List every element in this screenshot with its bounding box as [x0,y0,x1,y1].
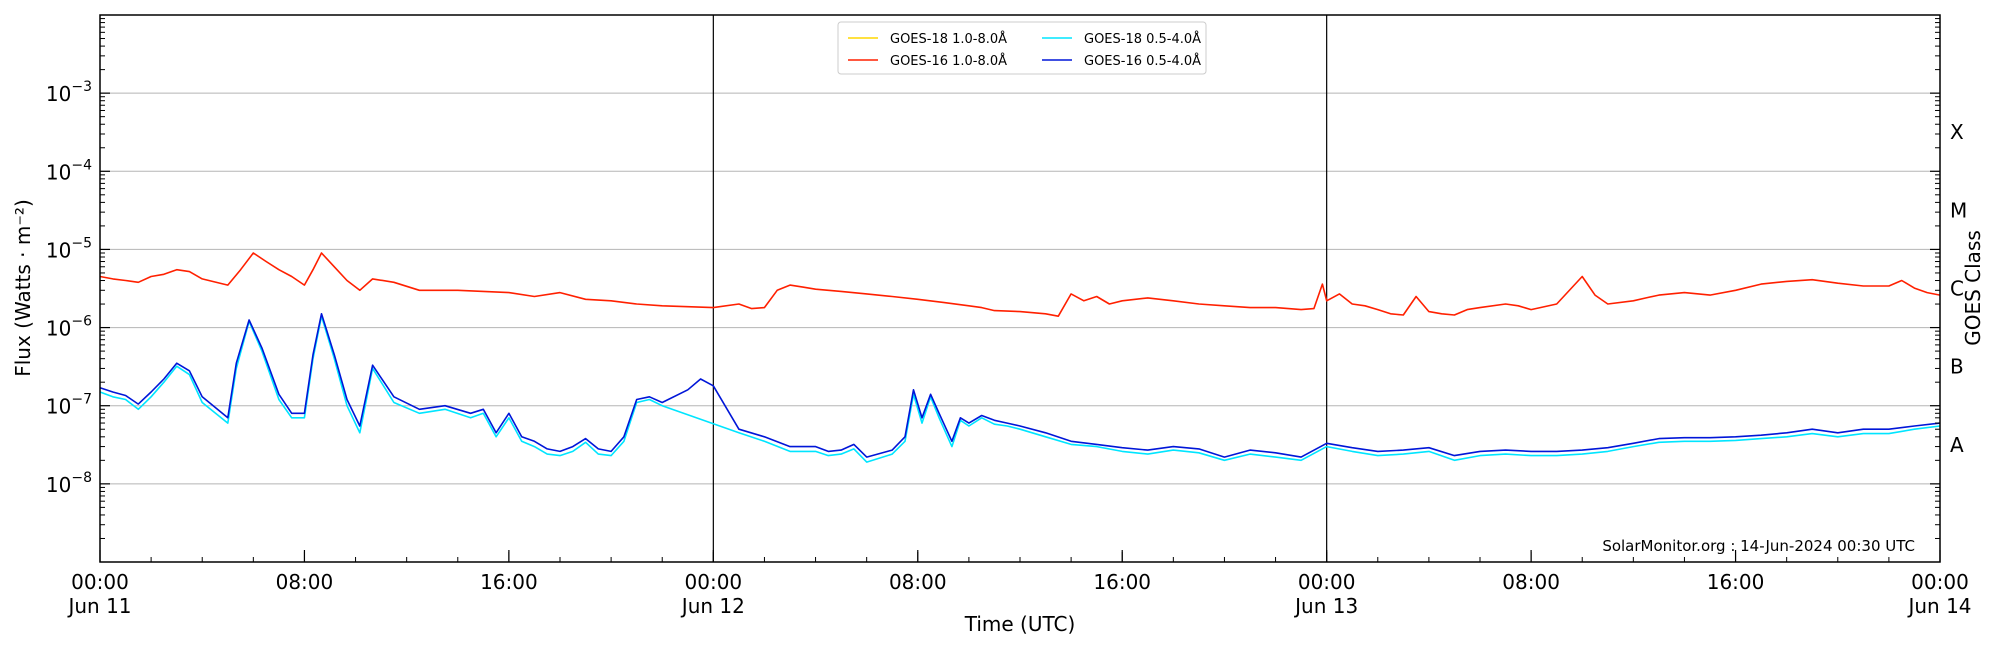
x-tick-label: 00:00 [685,570,743,594]
y-tick-label: 10−6 [46,314,92,341]
x-tick-date-label: Jun 13 [1293,594,1358,618]
x-tick-label: 00:00 [1298,570,1356,594]
y-tick-label: 10−8 [46,470,92,497]
y-tick-label: 10−5 [46,235,92,262]
goes-class-letter: X [1950,120,1964,144]
x-tick-label: 16:00 [480,570,538,594]
y-tick-label: 10−4 [46,157,92,184]
x-tick-label: 16:00 [1707,570,1765,594]
x-tick-date-label: Jun 14 [1906,594,1971,618]
legend-label: GOES-18 0.5-4.0Å [1084,31,1201,47]
y-tick-label: 10−7 [46,392,92,419]
x-tick-date-label: Jun 12 [680,594,745,618]
legend-label: GOES-18 1.0-8.0Å [890,31,1007,47]
flux-series [99,252,1941,463]
plot-frame [99,14,1941,563]
goes-class-letter: A [1950,433,1964,457]
goes-class-letter: M [1950,198,1967,222]
x-tick-label: 08:00 [889,570,947,594]
goes-class-letter: C [1950,277,1964,301]
goes-class-axis: A B C M X [1950,120,1967,457]
goes-class-letter: B [1950,355,1964,379]
legend-box [837,21,1207,75]
goes-class-label: GOES Class [1961,230,1985,346]
x-tick-label: 00:00 [71,570,129,594]
x-tick-label: 00:00 [1911,570,1969,594]
x-tick-label: 08:00 [276,570,334,594]
x-tick-date-label: Jun 11 [66,594,131,618]
x-axis-label: Time (UTC) [964,612,1076,636]
legend: GOES-18 1.0-8.0Å GOES-18 0.5-4.0Å GOES-16 … [837,21,1207,75]
y-axis: 10−8 10−7 10−6 10−5 10−4 10−3 [46,18,1940,539]
y-gridlines [100,92,1940,485]
legend-label: GOES-16 1.0-8.0Å [890,53,1007,69]
x-tick-label: 08:00 [1502,570,1560,594]
y-axis-label: Flux (Watts · m⁻²) [11,199,35,377]
x-tick-label: 16:00 [1093,570,1151,594]
series-line [99,315,1941,463]
day-boundary-lines [712,15,1328,562]
y-tick-label: 10−3 [46,79,92,106]
series-line [99,252,1941,317]
series-line [99,313,1941,458]
legend-label: GOES-16 0.5-4.0Å [1084,53,1201,69]
source-watermark: SolarMonitor.org : 14-Jun-2024 00:30 UTC [1602,537,1915,555]
